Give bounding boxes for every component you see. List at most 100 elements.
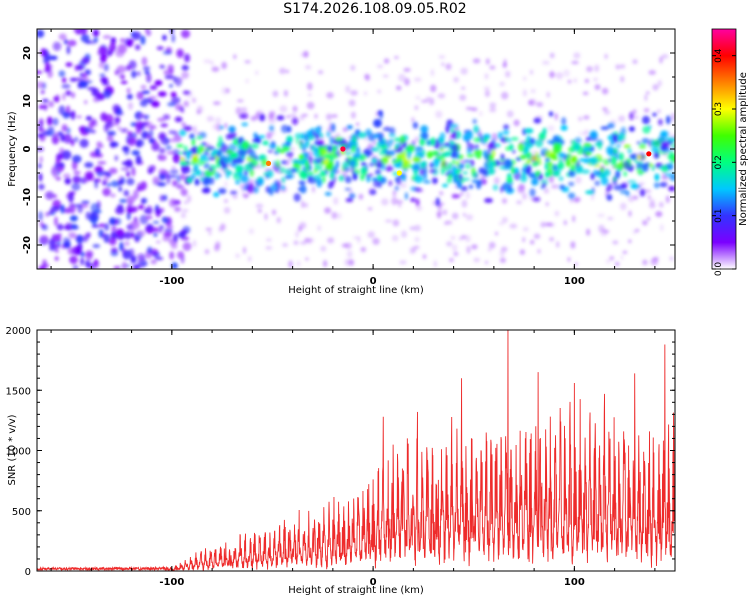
heatmap-cell-noise: [147, 168, 153, 174]
heatmap-cell-signal: [228, 131, 237, 140]
heatmap-cell-faint: [317, 225, 322, 232]
heatmap-cell-faint: [215, 241, 221, 248]
heatmap-cell-noise: [122, 261, 127, 269]
heatmap-cell-signal: [486, 148, 492, 156]
bottom-y-axis-label: SNR (10 * v/v): [7, 414, 18, 485]
heatmap-cell-faint: [391, 197, 398, 206]
heatmap-cell-noise: [38, 183, 45, 190]
heatmap-cell-noise: [160, 123, 168, 128]
heatmap-cell-faint: [404, 78, 410, 86]
heatmap-cell-faint: [643, 189, 652, 194]
x-tick-label: -100: [159, 577, 184, 588]
heatmap-cell-signal: [219, 126, 224, 129]
heatmap-cell-noise: [109, 42, 117, 53]
heatmap-cell-faint: [567, 79, 572, 84]
heatmap-cell-signal: [560, 125, 568, 131]
heatmap-cell-signal: [442, 183, 448, 188]
heatmap-cell-noise: [86, 232, 91, 238]
heatmap-cell-signal: [388, 127, 396, 135]
heatmap-cell-faint: [257, 164, 262, 169]
heatmap-cell-faint: [575, 176, 582, 184]
heatmap-cell-noise: [124, 231, 132, 240]
heatmap-cell-faint: [348, 99, 356, 107]
heatmap-cell-signal: [615, 144, 621, 148]
heatmap-cell-faint: [268, 113, 275, 120]
heatmap-cell-faint: [322, 260, 328, 268]
heatmap-cell-noise: [136, 253, 147, 261]
heatmap-cell-signal: [269, 125, 275, 132]
heatmap-cell-signal: [511, 137, 519, 141]
heatmap-cell-faint: [528, 100, 534, 106]
heatmap-cell-noise: [61, 93, 66, 101]
heatmap-cell-faint: [437, 93, 446, 99]
heatmap-cell-signal: [470, 159, 475, 168]
heatmap-cell-faint: [504, 70, 511, 78]
heatmap-cell-faint: [399, 182, 407, 189]
heatmap-cell-noise: [140, 84, 147, 90]
heatmap-cell-faint: [530, 88, 536, 94]
heatmap-cell-faint: [383, 58, 390, 64]
heatmap-cell-noise: [100, 112, 108, 122]
heatmap-cell-signal: [309, 177, 317, 184]
heatmap-cell-noise: [53, 96, 60, 103]
heatmap-cell-faint: [376, 89, 382, 94]
heatmap-cell-signal: [574, 137, 582, 144]
heatmap-cell-faint: [462, 212, 467, 217]
heatmap-cell-noise: [182, 242, 192, 251]
heatmap-cell-faint: [451, 212, 459, 220]
heatmap-cell-noise: [137, 182, 142, 191]
heatmap-cell-faint: [604, 53, 608, 60]
heatmap-cell-faint: [296, 260, 301, 267]
heatmap-cell-signal: [291, 117, 299, 125]
heatmap-cell-signal: [559, 155, 563, 164]
heatmap-cell-faint: [537, 248, 541, 254]
heatmap-cell-signal: [593, 171, 601, 177]
heatmap-cell-signal: [207, 171, 211, 177]
heatmap-cell-faint: [211, 66, 220, 72]
heatmap-cell-faint: [500, 91, 509, 100]
heatmap-cell-noise: [71, 112, 76, 117]
heatmap-cell-noise: [159, 139, 169, 144]
heatmap-cell-signal: [246, 183, 255, 193]
heatmap-cell-signal: [296, 167, 300, 174]
heatmap-cell-noise: [154, 80, 163, 86]
heatmap-cell-signal: [235, 180, 241, 185]
heatmap-cell-noise: [80, 257, 85, 266]
heatmap-cell-faint: [484, 90, 490, 98]
heatmap-cell-signal: [331, 123, 336, 132]
heatmap-cell-faint: [605, 259, 611, 264]
heatmap-cell-faint: [360, 246, 367, 253]
heatmap-cell-signal: [589, 156, 599, 166]
heatmap-cell-signal: [448, 162, 452, 170]
heatmap-cell-noise: [159, 147, 166, 154]
x-tick-label: -100: [159, 276, 184, 287]
heatmap-cell-noise: [156, 46, 164, 51]
heatmap-cell-noise: [131, 167, 136, 177]
heatmap-cell-signal: [339, 140, 344, 145]
heatmap-cell-noise: [171, 34, 176, 43]
chart-title: S174.2026.108.09.05.R02: [283, 1, 467, 17]
heatmap-cell-noise: [162, 50, 173, 55]
heatmap-cell-noise: [58, 70, 66, 78]
heatmap-cell-noise: [39, 221, 44, 227]
heatmap-cell-signal: [456, 160, 460, 167]
heatmap-cell-noise: [135, 155, 142, 165]
heatmap-cell-signal: [404, 192, 409, 200]
heatmap-cell-signal: [276, 145, 281, 153]
heatmap-cell-signal: [615, 169, 621, 179]
heatmap-cell-signal: [293, 193, 301, 202]
heatmap-cell-noise: [155, 240, 161, 244]
heatmap-cell-faint: [204, 249, 210, 255]
heatmap-cell-faint: [501, 198, 508, 204]
heatmap-cell-faint: [446, 241, 453, 247]
heatmap-cell-noise: [127, 101, 134, 110]
heatmap-cell-signal: [466, 147, 472, 155]
heatmap-cell-signal: [357, 132, 367, 139]
heatmap-cell-noise: [72, 155, 82, 163]
heatmap-cell-noise: [130, 255, 137, 264]
heatmap-cell-noise: [88, 40, 98, 45]
heatmap-cell-signal: [279, 150, 286, 154]
heatmap-cell-signal: [365, 128, 372, 137]
heatmap-cell-signal: [428, 168, 437, 174]
heatmap-cell-signal: [597, 141, 603, 150]
